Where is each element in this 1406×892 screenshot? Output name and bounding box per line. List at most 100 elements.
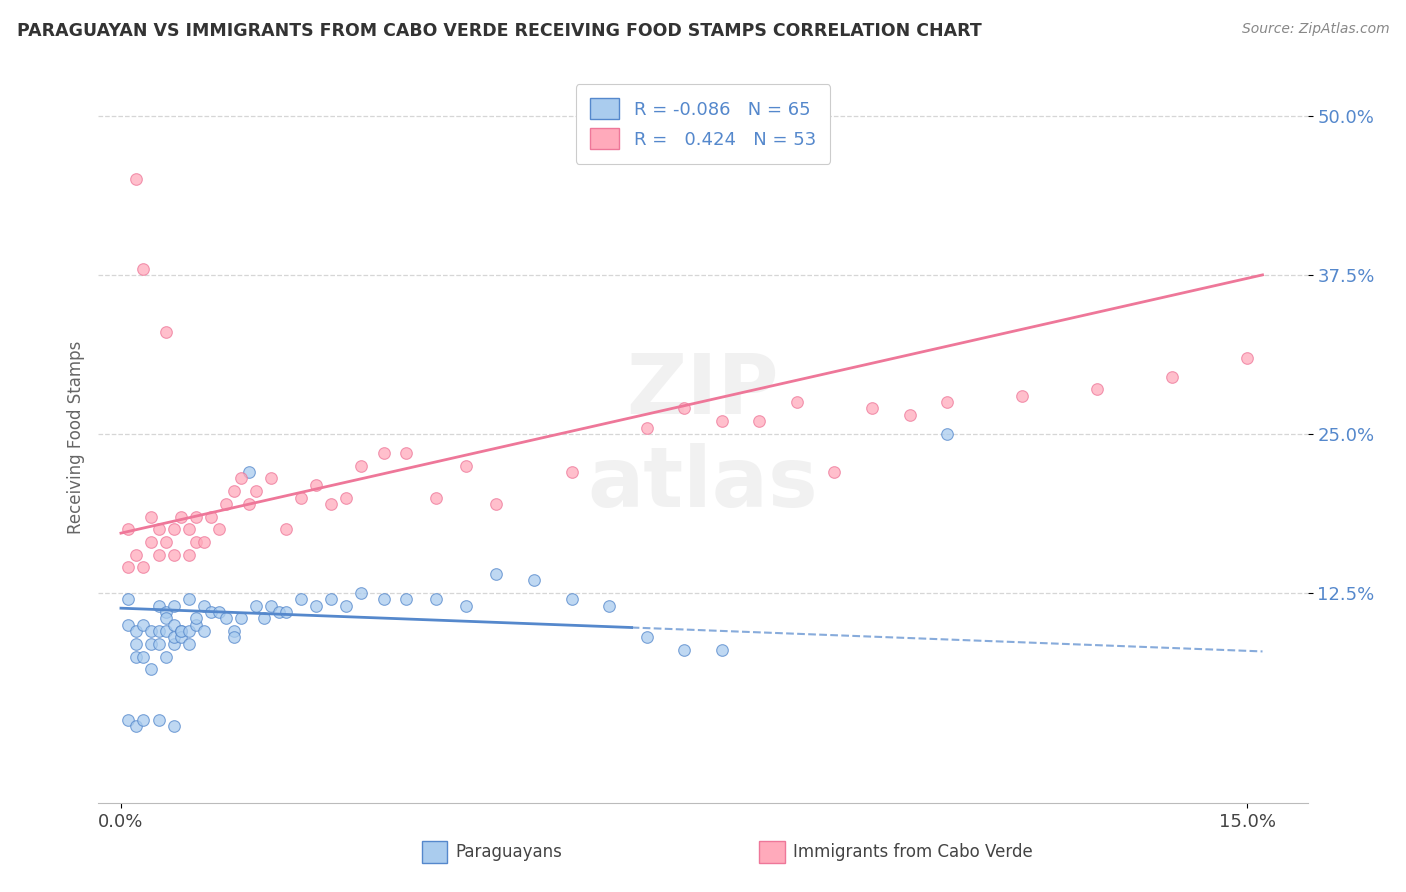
Point xyxy=(561,465,583,479)
Point xyxy=(125,172,148,186)
Point xyxy=(162,599,184,613)
Point xyxy=(155,325,177,339)
Point xyxy=(748,414,770,428)
Point xyxy=(155,535,177,549)
Point xyxy=(155,624,177,638)
Text: PARAGUAYAN VS IMMIGRANTS FROM CABO VERDE RECEIVING FOOD STAMPS CORRELATION CHART: PARAGUAYAN VS IMMIGRANTS FROM CABO VERDE… xyxy=(17,22,981,40)
Point xyxy=(117,560,139,574)
Point xyxy=(898,408,921,422)
Point xyxy=(139,509,162,524)
Point xyxy=(222,484,245,499)
Point xyxy=(305,599,328,613)
Point xyxy=(1085,383,1108,397)
Point xyxy=(1011,389,1033,403)
Point xyxy=(117,522,139,536)
Point xyxy=(184,611,207,625)
Point xyxy=(139,624,162,638)
Point xyxy=(245,484,267,499)
Point xyxy=(636,631,658,645)
Point xyxy=(260,599,283,613)
Point xyxy=(229,611,252,625)
Point xyxy=(155,649,177,664)
Point xyxy=(125,637,148,651)
Point xyxy=(132,560,155,574)
Point xyxy=(200,605,222,619)
Point xyxy=(229,471,252,485)
Point xyxy=(162,719,184,733)
Point xyxy=(395,592,418,607)
Point xyxy=(290,491,312,505)
Point xyxy=(177,624,200,638)
Point xyxy=(139,662,162,676)
Point xyxy=(710,414,733,428)
Point xyxy=(260,471,283,485)
Point xyxy=(193,624,215,638)
Point xyxy=(335,599,357,613)
Point xyxy=(162,637,184,651)
Point xyxy=(561,592,583,607)
Point xyxy=(823,465,845,479)
Point xyxy=(238,465,260,479)
Point xyxy=(321,497,343,511)
Point xyxy=(155,611,177,625)
Point xyxy=(485,566,508,581)
Point xyxy=(193,535,215,549)
Text: Immigrants from Cabo Verde: Immigrants from Cabo Verde xyxy=(793,843,1033,862)
Point xyxy=(177,592,200,607)
Point xyxy=(184,535,207,549)
Point xyxy=(523,573,546,587)
Point xyxy=(125,624,148,638)
Legend: R = -0.086   N = 65, R =   0.424   N = 53: R = -0.086 N = 65, R = 0.424 N = 53 xyxy=(576,84,830,163)
Point xyxy=(673,401,696,416)
Point xyxy=(193,599,215,613)
Point xyxy=(456,599,478,613)
Point xyxy=(267,605,290,619)
Point xyxy=(139,637,162,651)
Point xyxy=(148,713,170,727)
Text: Source: ZipAtlas.com: Source: ZipAtlas.com xyxy=(1241,22,1389,37)
Point xyxy=(148,548,170,562)
Point xyxy=(335,491,357,505)
Point xyxy=(936,395,959,409)
Point xyxy=(673,643,696,657)
Point xyxy=(125,649,148,664)
Point xyxy=(177,548,200,562)
Point xyxy=(373,592,395,607)
Point xyxy=(132,649,155,664)
Point xyxy=(148,522,170,536)
Point xyxy=(710,643,733,657)
Point xyxy=(276,605,298,619)
Point xyxy=(786,395,808,409)
Point xyxy=(598,599,620,613)
Point xyxy=(184,617,207,632)
Point xyxy=(117,592,139,607)
Point xyxy=(456,458,478,473)
Point xyxy=(170,624,193,638)
Point xyxy=(207,522,229,536)
Point xyxy=(350,586,373,600)
Point xyxy=(238,497,260,511)
Point xyxy=(321,592,343,607)
Point xyxy=(305,477,328,491)
Point xyxy=(1161,369,1184,384)
Point xyxy=(170,624,193,638)
Point xyxy=(253,611,276,625)
Point xyxy=(132,261,155,276)
Point xyxy=(222,631,245,645)
Point xyxy=(148,637,170,651)
Point xyxy=(636,420,658,434)
Point xyxy=(139,535,162,549)
Point xyxy=(162,631,184,645)
Point xyxy=(125,719,148,733)
Point xyxy=(200,509,222,524)
Point xyxy=(117,713,139,727)
Point xyxy=(177,637,200,651)
Point xyxy=(860,401,883,416)
Text: Paraguayans: Paraguayans xyxy=(456,843,562,862)
Point xyxy=(222,624,245,638)
Point xyxy=(245,599,267,613)
Point xyxy=(215,611,238,625)
Point xyxy=(125,548,148,562)
Point xyxy=(148,624,170,638)
Point xyxy=(162,617,184,632)
